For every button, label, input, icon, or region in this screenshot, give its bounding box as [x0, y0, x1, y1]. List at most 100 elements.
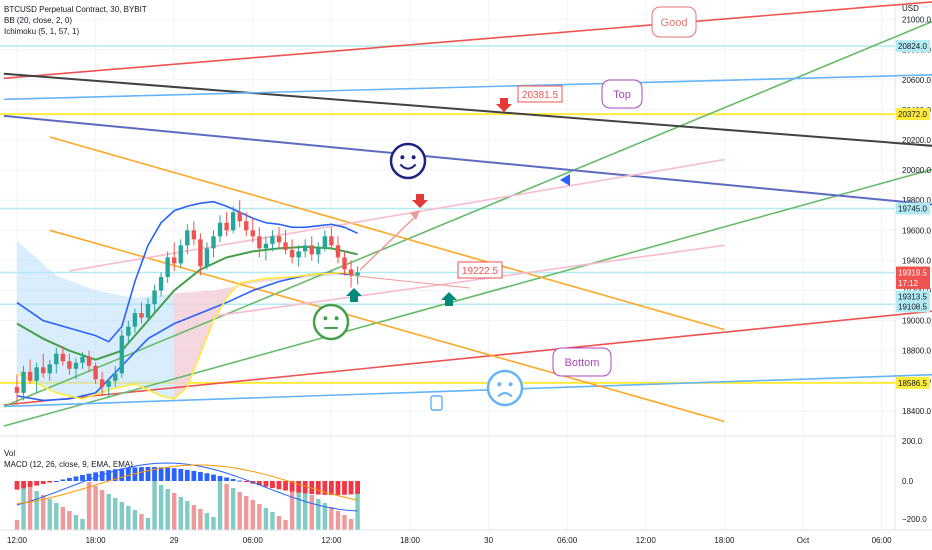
- macd-histogram-bar: [152, 467, 157, 481]
- candle-body: [172, 257, 177, 264]
- volume-bar: [185, 501, 190, 530]
- volume-bar: [191, 505, 197, 530]
- vol-indicator-label[interactable]: Vol: [4, 449, 16, 458]
- macd-histogram-bar: [348, 481, 354, 495]
- time-axis[interactable]: 12:00 18:00 29 06:00 12:00 18:00 30 06:00 12:00 1…: [0, 529, 932, 550]
- volume-bar: [263, 508, 269, 530]
- trendline: [49, 229, 725, 423]
- volume-macd-pane: [14, 462, 360, 530]
- macd-histogram-bar: [191, 470, 197, 481]
- macd-histogram-bar: [342, 481, 347, 495]
- time-axis-background: [0, 530, 932, 550]
- axis-unit-label: USD: [902, 4, 919, 13]
- volume-bar: [217, 480, 223, 530]
- price-label-value: 19745.0: [898, 204, 927, 213]
- price-label-value: 19319.5: [898, 269, 927, 278]
- candle-body: [211, 236, 216, 249]
- volume-bar: [152, 481, 157, 530]
- volume-bar: [67, 511, 72, 530]
- candle-body: [99, 379, 105, 387]
- macd-histogram-bar: [224, 477, 229, 481]
- volume-bar: [322, 503, 328, 530]
- volume-bar: [145, 518, 151, 530]
- smiley-sad-icon-eye: [497, 382, 502, 387]
- projection-line: [355, 275, 471, 289]
- candle-body: [322, 236, 328, 249]
- symbol-title[interactable]: BTCUSD Perpetual Contract, 30, BYBIT: [4, 5, 147, 14]
- macd-signal-line: [16, 464, 358, 505]
- candle-body: [355, 272, 360, 276]
- volume-bar: [41, 495, 46, 530]
- sub-axis-tick-label: −200.0: [902, 515, 927, 524]
- price-label-value: 19108.5: [898, 302, 927, 311]
- candle-body: [113, 373, 118, 381]
- volume-bar: [99, 490, 105, 530]
- macd-histogram-bar: [211, 474, 216, 481]
- volume-bar: [348, 519, 354, 530]
- macd-histogram-bar: [237, 480, 243, 482]
- candle-body: [67, 361, 72, 369]
- macd-histogram-bar: [125, 467, 131, 481]
- candle-body: [250, 230, 255, 237]
- candle-body: [41, 367, 46, 374]
- candle-body: [86, 356, 92, 366]
- candles: [14, 200, 360, 404]
- volume-bar: [139, 514, 144, 530]
- main-legend: BTCUSD Perpetual Contract, 30, BYBIT BB …: [4, 4, 147, 37]
- price-axis-tick-label: 18400.0: [902, 407, 931, 416]
- price-label-value: 20824.0: [898, 42, 927, 51]
- macd-histogram-bar: [315, 481, 321, 495]
- macd-histogram-bar: [296, 481, 302, 493]
- price-axis[interactable]: 200.00.0−200.0USD18400.018600.018800.019…: [896, 4, 931, 524]
- price-label-value: 19313.5: [898, 293, 927, 302]
- smiley-neutral-icon: [312, 303, 350, 341]
- volume-bar: [54, 503, 59, 530]
- volume-bar: [132, 510, 138, 530]
- sub-axis-tick-label: 0.0: [902, 477, 914, 486]
- price-label-value: 17:12: [898, 279, 919, 288]
- candle-body: [237, 212, 242, 222]
- annotations: Good Top Bottom 20381.5 19222.5: [312, 6, 697, 411]
- candle-body: [224, 222, 229, 231]
- trendline: [3, 72, 932, 147]
- volume-bar: [119, 502, 124, 530]
- candle-body: [14, 386, 20, 393]
- time-axis-tick-label: 29: [170, 536, 179, 545]
- trendline: [49, 136, 725, 331]
- candle-body: [342, 257, 347, 270]
- volume-bar: [204, 513, 210, 530]
- macd-histogram-bar: [86, 473, 92, 481]
- projection-arrow-line: [359, 213, 419, 271]
- volume-bar: [224, 484, 229, 530]
- smiley-happy-icon-mouth: [399, 163, 417, 170]
- candle-body: [198, 239, 203, 267]
- candle-body: [316, 248, 321, 255]
- volume-bar: [158, 485, 164, 530]
- candle-body: [263, 243, 269, 249]
- candle-body: [73, 362, 79, 369]
- macd-histogram-bar: [34, 481, 40, 486]
- candle-body: [47, 364, 52, 374]
- bollinger-bands: [16, 200, 358, 402]
- bb-indicator-label[interactable]: BB (20, close, 2, 0): [4, 16, 73, 25]
- candle-body: [348, 269, 354, 276]
- macd-histogram-bar: [289, 481, 295, 492]
- time-axis-tick-label: 06:00: [243, 536, 264, 545]
- volume-bar: [80, 519, 85, 530]
- good-callout-shape: [651, 6, 697, 38]
- volume-bar: [47, 499, 52, 530]
- volume-bar: [14, 520, 20, 530]
- candle-body: [217, 222, 223, 237]
- macd-histogram-bar: [119, 468, 125, 481]
- macd-indicator-label[interactable]: MACD (12, 26, close, 9, EMA, EMA): [4, 460, 133, 469]
- smiley-happy-icon: [389, 142, 427, 180]
- macd-histogram-bar: [80, 474, 85, 481]
- candle-body: [54, 353, 59, 365]
- ichimoku-indicator-label[interactable]: Ichimoku (5, 1, 57, 1): [4, 27, 80, 36]
- candle-body: [126, 326, 131, 336]
- candle-body: [165, 257, 170, 277]
- price-tag-20381: 20381.5: [522, 90, 559, 101]
- volume-bar: [178, 497, 183, 530]
- candle-body: [34, 367, 39, 381]
